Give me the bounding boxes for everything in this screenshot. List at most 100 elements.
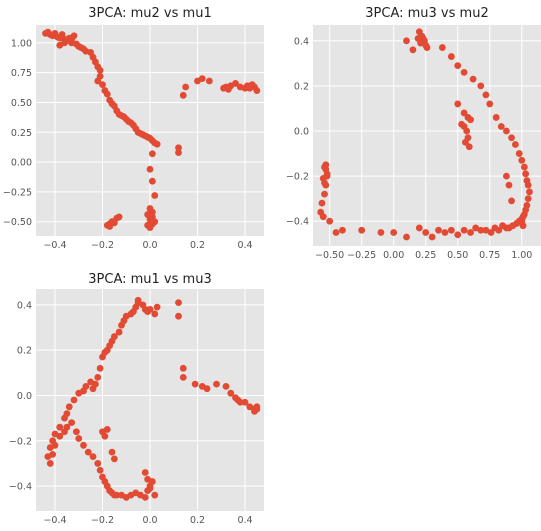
x-tick-label: 0.2 (190, 515, 205, 526)
x-tick-label: 0.2 (190, 240, 205, 251)
plot-mu2-vs-mu1: 3PCA: mu2 vs mu1 −0.4 −0.2 0.0 0.2 0.4 −0.50 −… (3, 6, 264, 251)
data-point (72, 428, 80, 436)
data-point (146, 305, 154, 313)
data-point (96, 466, 104, 474)
data-point (151, 491, 159, 499)
x-tick-label: 0.0 (142, 515, 157, 526)
data-point (68, 35, 76, 43)
data-point (499, 222, 506, 230)
plot-title: 3PCA: mu1 vs mu3 (88, 272, 211, 287)
data-point (503, 127, 510, 135)
data-point (99, 353, 106, 361)
data-point (80, 441, 87, 449)
data-point (179, 91, 187, 99)
data-point (447, 53, 455, 60)
data-point (460, 109, 468, 117)
x-tick-label: 0.25 (415, 250, 436, 261)
data-point (179, 364, 187, 372)
data-point (465, 143, 473, 151)
data-point (89, 453, 97, 461)
data-point (522, 170, 530, 178)
data-point (153, 140, 161, 148)
y-tick-label: −0.4 (286, 217, 309, 228)
data-point (460, 226, 468, 234)
data-point (61, 414, 68, 422)
data-point (146, 165, 154, 173)
data-point (115, 213, 123, 221)
data-point (96, 364, 104, 372)
y-tick-label: −0.4 (9, 482, 32, 493)
data-point (96, 66, 104, 74)
data-point (213, 380, 220, 388)
data-point (115, 328, 123, 336)
data-point (61, 39, 68, 47)
data-point (414, 35, 422, 42)
data-point (56, 432, 64, 440)
data-point (321, 179, 328, 187)
data-point (519, 222, 527, 230)
data-point (144, 475, 152, 483)
data-point (322, 165, 330, 173)
data-point (423, 44, 431, 51)
data-point (415, 224, 423, 232)
data-point (377, 229, 385, 236)
data-point (56, 423, 64, 431)
data-point (153, 303, 161, 311)
data-point (515, 150, 523, 157)
x-tick-label: 1.00 (511, 250, 532, 261)
data-point (321, 190, 328, 198)
data-point (103, 90, 111, 98)
data-point (68, 419, 76, 427)
data-point (435, 226, 442, 234)
data-point (332, 229, 340, 236)
data-point (148, 177, 156, 185)
y-tick-label: 0.00 (11, 158, 32, 169)
x-tick-label: 0.4 (237, 515, 252, 526)
data-point (203, 385, 211, 393)
y-tick-label: 0.2 (17, 346, 32, 357)
data-point (146, 484, 154, 492)
data-point (232, 80, 239, 87)
data-point (497, 123, 505, 130)
data-point (65, 403, 73, 411)
x-tick-label: −0.25 (347, 250, 376, 261)
data-point (236, 398, 244, 406)
data-point (454, 62, 462, 69)
data-point (75, 435, 83, 442)
x-tick-label: 0.75 (479, 250, 500, 261)
data-point (524, 195, 532, 203)
data-point (390, 229, 398, 236)
data-point (520, 163, 528, 171)
x-tick-label: 0.00 (383, 250, 404, 261)
data-point (472, 224, 480, 232)
data-point (463, 127, 471, 135)
data-point (318, 199, 326, 207)
y-tick-label: −0.50 (3, 217, 32, 228)
data-point (141, 469, 149, 476)
data-point (106, 223, 114, 230)
data-point (458, 120, 465, 128)
plot-title: 3PCA: mu2 vs mu1 (88, 6, 211, 21)
y-tick-label: 0.75 (11, 68, 32, 79)
plot-title: 3PCA: mu3 vs mu2 (365, 6, 488, 21)
data-point (251, 407, 258, 415)
y-tick-label: 0.4 (294, 36, 309, 47)
data-point (94, 77, 102, 85)
data-point (191, 380, 199, 388)
data-point (526, 188, 533, 196)
x-tick-label: 0.0 (142, 240, 157, 251)
data-point (182, 83, 190, 91)
data-point (70, 396, 78, 404)
data-point (339, 226, 346, 234)
data-point (422, 229, 430, 236)
data-point (505, 181, 513, 189)
data-point (118, 321, 125, 329)
data-point (46, 460, 54, 467)
data-point (241, 398, 249, 406)
data-point (87, 378, 95, 386)
data-point (175, 144, 182, 152)
data-point (477, 82, 485, 90)
data-point (253, 87, 261, 94)
data-point (467, 229, 474, 236)
